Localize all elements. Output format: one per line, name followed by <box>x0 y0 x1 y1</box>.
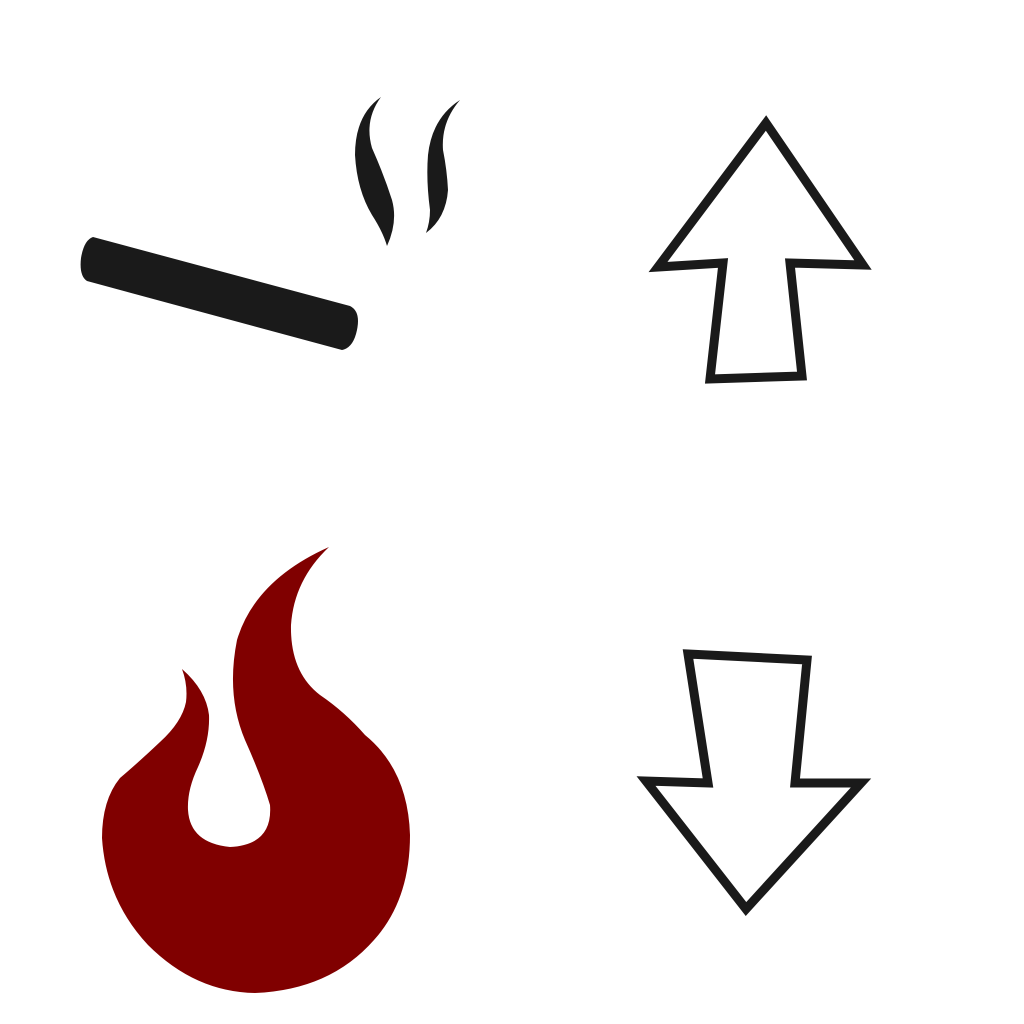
arrow-up-icon <box>648 115 872 384</box>
cigarette-icon <box>80 237 358 350</box>
smoke-icon <box>355 97 460 246</box>
flame-icon <box>102 547 410 993</box>
arrow-down-icon <box>636 649 872 916</box>
